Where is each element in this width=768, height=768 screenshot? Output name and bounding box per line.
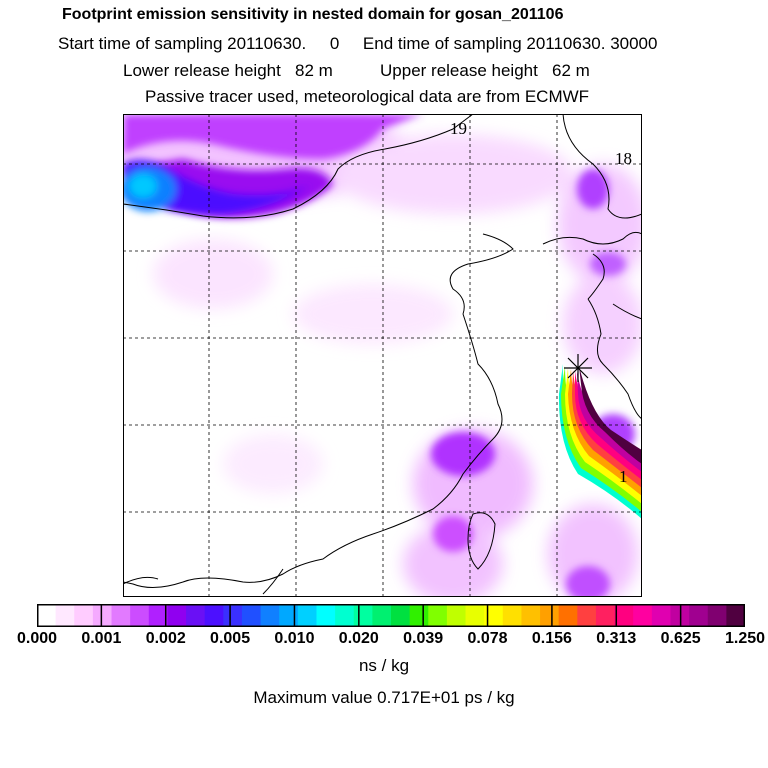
colorbar-swatch <box>167 604 187 627</box>
trajectory-label-19: 19 <box>450 119 467 138</box>
colorbar-swatch <box>707 604 727 627</box>
colorbar-swatch <box>241 604 262 627</box>
receptor-star-icon <box>564 354 592 382</box>
colorbar-swatch <box>335 604 355 627</box>
colorbar-swatch <box>689 604 709 627</box>
colorbar-swatch <box>279 604 299 627</box>
colorbar-tick-label: 0.039 <box>403 630 444 647</box>
coastlines <box>123 114 642 595</box>
colorbar-tick-label: 0.001 <box>81 630 122 647</box>
colorbar-swatch <box>297 604 317 627</box>
plume-near-receptor <box>558 364 642 519</box>
colorbar-swatch <box>260 604 280 627</box>
colorbar-swatch <box>614 604 634 627</box>
trajectory-label-1: 1 <box>619 467 628 486</box>
plot-title: Footprint emission sensitivity in nested… <box>62 6 564 23</box>
sensitivity-field-high-nw <box>123 160 313 214</box>
colorbar-swatch <box>558 604 578 627</box>
colorbar-swatch <box>521 604 541 627</box>
colorbar-swatch <box>446 604 467 627</box>
colorbar-swatch <box>372 604 392 627</box>
colorbar-tick-label: 0.002 <box>145 630 186 647</box>
colorbar-swatch <box>465 604 485 627</box>
colorbar-swatch <box>130 604 150 627</box>
colorbar-swatch <box>726 604 745 627</box>
colorbar-tick-label: 0.313 <box>596 630 637 647</box>
tracer-info: Passive tracer used, meteorological data… <box>145 87 590 106</box>
colorbar-tick-label: 0.625 <box>660 630 701 647</box>
footprint-map: 19 18 1 <box>123 114 642 597</box>
colorbar-tick-label: 1.250 <box>724 630 766 647</box>
colorbar-tick-label: 0.010 <box>274 630 315 647</box>
colorbar-swatch <box>353 604 373 627</box>
colorbar-swatch <box>577 604 597 627</box>
colorbar-swatch <box>74 604 94 627</box>
colorbar-tick-label: 0.078 <box>467 630 508 647</box>
colorbar-swatch <box>111 604 131 627</box>
colorbar-border <box>37 604 745 627</box>
colorbar-swatch <box>223 604 243 627</box>
release-heights: Lower release height 82 m Upper release … <box>123 61 590 80</box>
colorbar-swatch <box>186 604 206 627</box>
colorbar-tick-label: 0.156 <box>531 630 572 647</box>
colorbar-swatch <box>651 604 671 627</box>
colorbar-swatch <box>484 604 504 627</box>
colorbar-tick-label: 0.020 <box>338 630 379 647</box>
trajectory-label-18: 18 <box>615 149 632 168</box>
grid-lines <box>123 114 642 597</box>
colorbar-swatch <box>409 604 429 627</box>
colorbar-swatch <box>502 604 522 627</box>
colorbar-swatch <box>316 604 336 627</box>
colorbar-swatch <box>428 604 448 627</box>
colorbar-swatch <box>37 604 57 627</box>
colorbar-swatch <box>92 604 113 627</box>
colorbar-swatch <box>55 604 75 627</box>
colorbar-swatch <box>540 604 560 627</box>
colorbar-swatch <box>391 604 411 627</box>
colorbar-swatch <box>633 604 653 627</box>
colorbar-swatch <box>204 604 224 627</box>
colorbar-swatch <box>595 604 616 627</box>
colorbar-tick-label: 0.000 <box>16 630 58 647</box>
colorbar-units: ns / kg <box>358 656 410 675</box>
maximum-value: Maximum value 0.717E+01 ps / kg <box>253 688 515 707</box>
colorbar-swatch <box>148 604 168 627</box>
colorbar-tick-label: 0.005 <box>210 630 251 647</box>
sampling-times: Start time of sampling 20110630. 0 End t… <box>58 34 658 53</box>
colorbar <box>37 604 745 627</box>
